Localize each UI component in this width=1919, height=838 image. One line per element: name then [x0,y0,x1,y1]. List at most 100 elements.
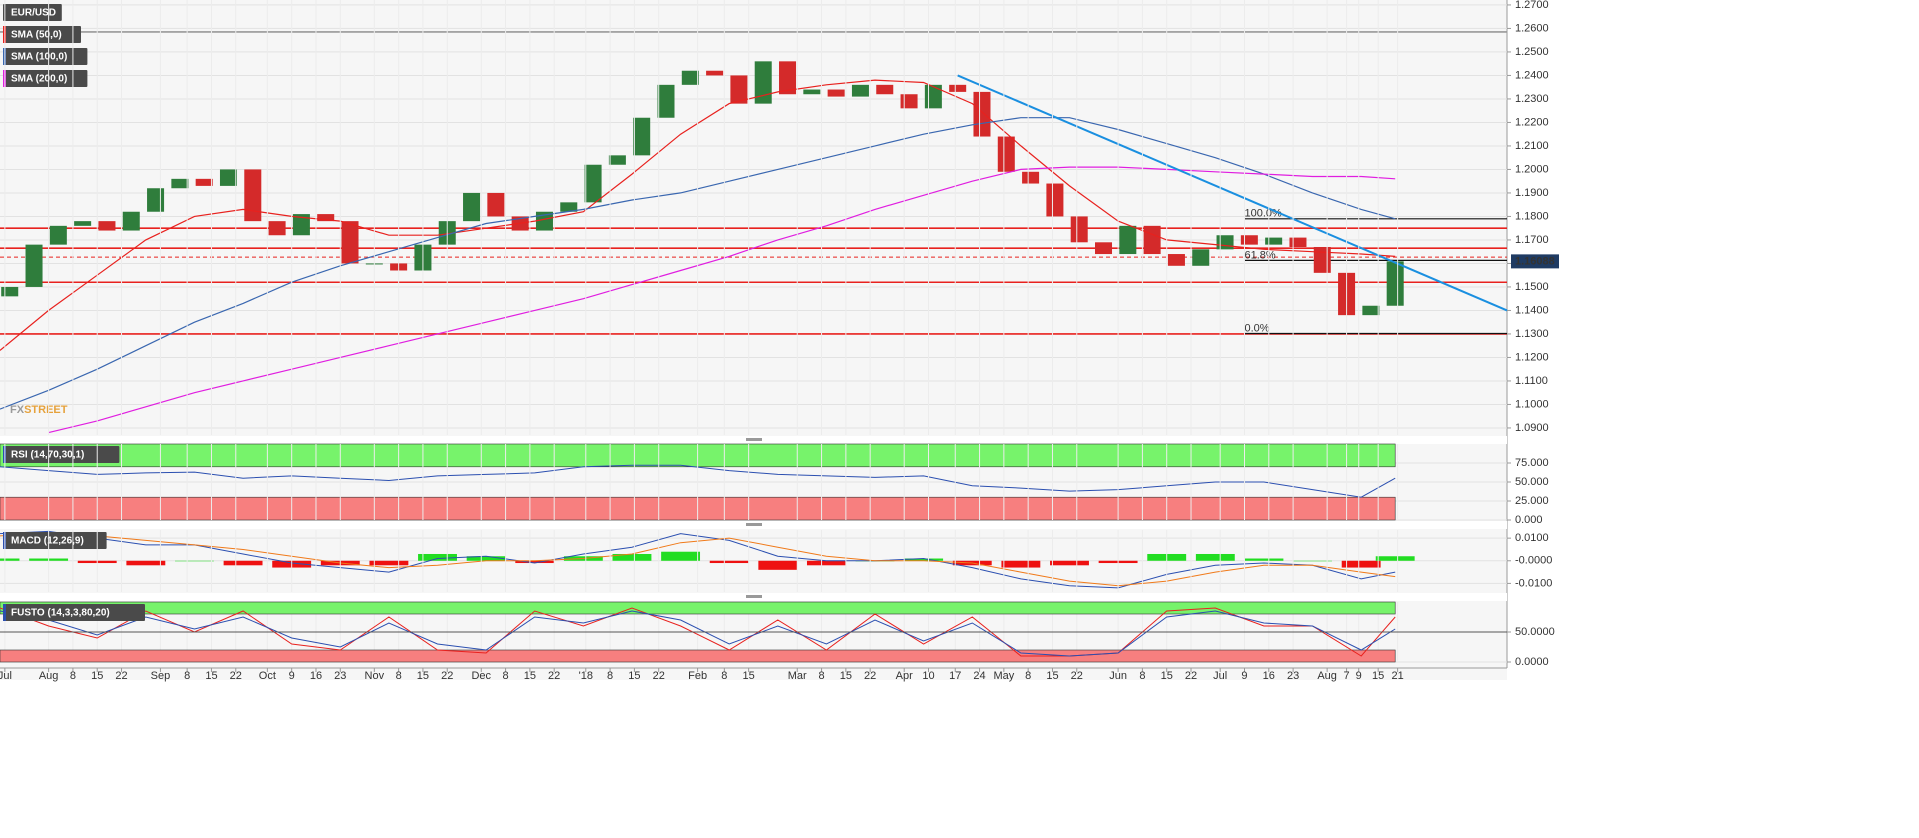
candle [827,89,845,97]
candle [463,192,481,222]
legend-box [3,446,120,463]
candle [1022,171,1040,184]
legend-label: SMA (200,0) [11,74,67,85]
histogram-bar [515,560,555,564]
histogram-bar [1244,558,1284,561]
candle [657,84,675,118]
candle [122,211,140,231]
histogram-bar [661,551,701,561]
y-tick-label: -0.0100 [1515,577,1552,589]
x-tick-label: 22 [441,670,453,682]
series-line [0,464,1396,498]
x-tick-label: 15 [91,670,103,682]
histogram-bar [126,560,166,566]
candle [1,286,19,297]
legend-label: MACD (12,26,9) [11,536,84,547]
y-tick-label: 1.2200 [1515,116,1549,128]
x-tick-label: Mar [788,670,807,682]
series-line [0,79,1396,351]
x-tick-label: Dec [471,670,491,682]
x-tick-label: Jul [0,670,12,682]
x-tick-label: 24 [973,670,985,682]
histogram-bar [1375,556,1415,561]
x-tick-label: 15 [205,670,217,682]
candle [1095,242,1113,255]
legend-box [3,532,107,549]
candle [98,221,116,231]
x-tick-label: 15 [840,670,852,682]
y-tick-label: 0.0100 [1515,532,1549,544]
candle [147,188,165,212]
x-tick-label: 22 [1071,670,1083,682]
x-tick-label: 8 [607,670,613,682]
x-tick-label: 23 [334,670,346,682]
panel-grip[interactable] [746,523,762,526]
candle [49,225,67,245]
candle [706,70,724,76]
last-price-box [1511,254,1559,269]
series-line [0,117,1396,410]
candle [1386,261,1404,306]
candle [1046,183,1064,217]
histogram-bar [758,560,798,570]
candle [1265,237,1283,245]
y-tick-label: 1.2700 [1515,0,1549,11]
histogram-bar [175,560,214,562]
candle [1362,305,1380,316]
fib-label: 61.8% [1244,249,1275,261]
x-tick-label: Jul [1213,670,1227,682]
candle [803,89,821,95]
histogram-bar [709,560,749,564]
series-line [0,530,1396,589]
panel-grip[interactable] [746,438,762,441]
y-tick-label: 0.000 [1515,514,1543,526]
candle [924,84,942,109]
x-tick-label: Jun [1109,670,1127,682]
x-tick-label: 15 [743,670,755,682]
y-tick-label: 1.1400 [1515,304,1549,316]
x-tick-label: 15 [1372,670,1384,682]
y-tick-label: 1.2500 [1515,46,1549,58]
y-tick-label: 1.2400 [1515,69,1549,81]
panel-grip[interactable] [746,595,762,598]
x-tick-label: 9 [289,670,295,682]
x-tick-label: 8 [1139,670,1145,682]
histogram-bar [1293,560,1332,562]
x-tick-label: May [993,670,1014,682]
x-tick-label: 7 [1344,670,1350,682]
candle [584,164,602,203]
y-tick-label: 1.1000 [1515,398,1549,410]
y-tick-label: 1.2000 [1515,163,1549,175]
candle [1167,254,1185,266]
x-tick-label: 8 [184,670,190,682]
candle [754,61,772,104]
y-tick-label: 1.1800 [1515,210,1549,222]
fib-label: 100.0% [1244,208,1282,220]
legend-label: EUR/USD [11,8,56,19]
watermark-part: FX [10,404,25,416]
series-line [0,533,1396,587]
histogram-bar [904,558,944,561]
candle [779,61,797,95]
x-tick-label: 15 [628,670,640,682]
candle [560,202,578,212]
last-price-label: 1.16088 [1515,255,1555,267]
y-tick-label: 1.2300 [1515,93,1549,105]
y-tick-label: 1.1700 [1515,234,1549,246]
legend-box [3,604,145,621]
histogram-bar [612,553,652,561]
candle [1143,225,1161,255]
histogram-bar [466,556,506,561]
x-tick-label: Aug [1317,670,1337,682]
candle [973,91,991,137]
y-tick-label: 1.1300 [1515,328,1549,340]
candle [268,221,286,236]
candle [341,221,359,264]
plot-background [0,0,1507,680]
x-tick-label: 8 [818,670,824,682]
candle [25,244,43,287]
x-tick-label: 8 [721,670,727,682]
candle [535,211,553,231]
candle [876,84,894,95]
candle [292,214,310,236]
